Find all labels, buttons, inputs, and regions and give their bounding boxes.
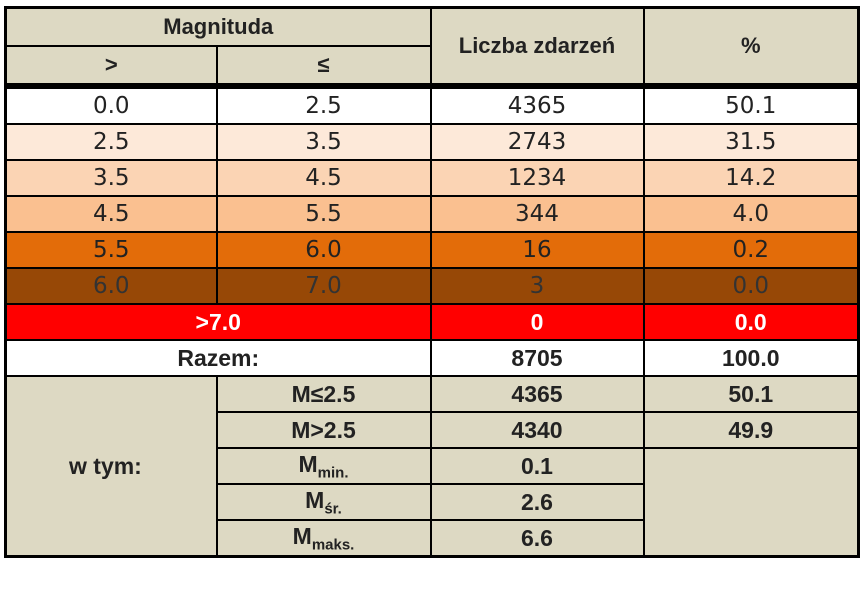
data-row: 3.5 4.5 1234 14.2: [4, 159, 860, 197]
cell: 16: [429, 231, 645, 269]
header-cell: %: [642, 6, 860, 89]
cell: 6.0: [4, 267, 218, 305]
cell: 3.5: [4, 159, 218, 197]
data-row: 6.0 7.0 3 0.0: [4, 267, 860, 305]
magnitude-table: Magnituda Liczba zdarzeń % > ≤ 0.0 2.5 436…: [4, 6, 860, 558]
cell: 4.5: [4, 195, 218, 233]
cell: 4365: [429, 375, 645, 413]
cell: 5.5: [4, 231, 218, 269]
empty-cell: [642, 447, 860, 558]
cell: 0: [429, 303, 645, 341]
cell: 1234: [429, 159, 645, 197]
cell: 2.5: [215, 85, 432, 125]
cell: 4340: [429, 411, 645, 449]
cell: 4.5: [215, 159, 432, 197]
subscript: min.: [317, 464, 349, 482]
data-row: 0.0 2.5 4365 50.1: [4, 85, 860, 125]
cell: 4365: [429, 85, 645, 125]
header-row: > ≤: [4, 45, 859, 89]
cell: 50.1: [642, 375, 860, 413]
data-row: 4.5 5.5 344 4.0: [4, 195, 860, 233]
cell: 5.5: [215, 195, 432, 233]
cell: M≤2.5: [215, 375, 432, 413]
label: M≤2.5: [291, 380, 356, 407]
header-cell: ≤: [215, 45, 432, 89]
label: M: [305, 486, 325, 513]
subscript: maks.: [311, 536, 355, 554]
label: M>2.5: [291, 416, 356, 443]
cell: Mmaks.: [215, 519, 432, 558]
cell: w tym:: [4, 375, 218, 558]
breakdown-row: Mmin. 0.1: [6, 447, 860, 558]
cell: Razem:: [4, 339, 432, 377]
cell: 0.0: [642, 267, 860, 305]
above-row: >7.0 0 0.0: [4, 303, 860, 341]
cell: 2.6: [429, 483, 645, 521]
cell: 100.0: [642, 339, 860, 377]
cell: 4.0: [642, 195, 860, 233]
cell: M>2.5: [215, 411, 432, 449]
header-cell: Liczba zdarzeń: [429, 6, 645, 89]
cell: 0.2: [642, 231, 860, 269]
cell: 6.6: [429, 519, 645, 558]
breakdown-row: w tym: M≤2.5 4365 50.1: [4, 375, 860, 558]
label: M: [298, 450, 318, 477]
cell: 7.0: [215, 267, 432, 305]
subscript: śr.: [324, 500, 342, 518]
cell: 31.5: [642, 123, 860, 161]
breakdown-row: Mmaks. 6.6: [6, 519, 859, 558]
cell: 6.0: [215, 231, 432, 269]
cell: Mmin.: [215, 447, 432, 485]
breakdown-row: Mśr. 2.6: [6, 483, 859, 521]
cell: Mśr.: [215, 483, 432, 521]
table-body: Magnituda Liczba zdarzeń % > ≤ 0.0 2.5 436…: [4, 6, 860, 558]
cell: 2743: [429, 123, 645, 161]
cell: 3: [429, 267, 645, 305]
header-cell: Magnituda: [4, 6, 432, 47]
label: M: [292, 522, 312, 549]
cell: 344: [429, 195, 645, 233]
total-row: Razem: 8705 100.0: [4, 339, 860, 377]
cell: >7.0: [4, 303, 432, 341]
cell: 0.0: [4, 85, 218, 125]
cell: 0.0: [642, 303, 860, 341]
cell: 2.5: [4, 123, 218, 161]
header-row: Magnituda Liczba zdarzeń %: [4, 6, 860, 89]
breakdown-row: M>2.5 4340 49.9: [6, 411, 860, 449]
cell: 49.9: [642, 411, 860, 449]
cell: 8705: [429, 339, 645, 377]
data-row: 5.5 6.0 16 0.2: [4, 231, 860, 269]
cell: 0.1: [429, 447, 645, 485]
cell: 50.1: [642, 85, 860, 125]
cell: 14.2: [642, 159, 860, 197]
data-row: 2.5 3.5 2743 31.5: [4, 123, 860, 161]
header-cell: >: [4, 45, 218, 89]
cell: 3.5: [215, 123, 432, 161]
